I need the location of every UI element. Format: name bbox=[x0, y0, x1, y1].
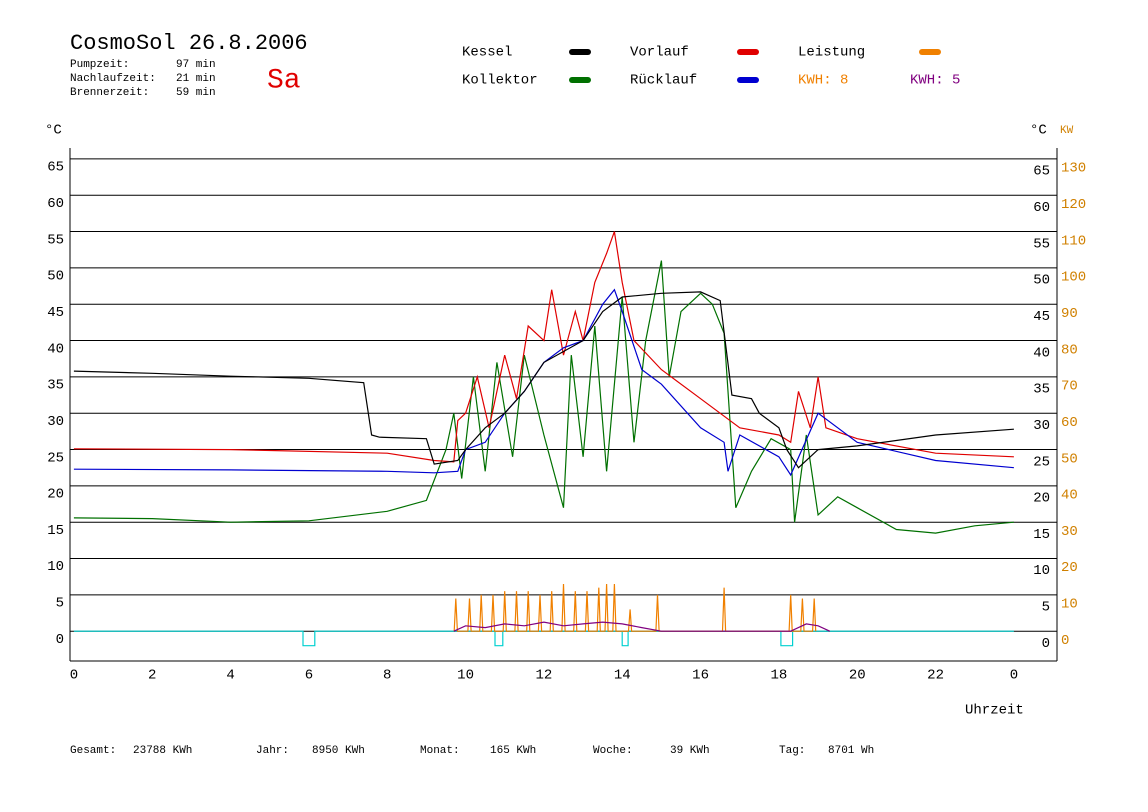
y2-axis-label: °C bbox=[1030, 123, 1047, 139]
y-right-tick-label: 55 bbox=[1033, 236, 1050, 252]
legend-label: Kollektor bbox=[462, 73, 538, 89]
x-tick-label: 10 bbox=[457, 668, 474, 684]
x-axis-label: Uhrzeit bbox=[965, 703, 1024, 719]
y2-unit-label: KW bbox=[1060, 125, 1074, 137]
y2-tick-label: 120 bbox=[1061, 197, 1086, 213]
stat-label: Nachlaufzeit: bbox=[70, 73, 156, 85]
y-tick-label: 10 bbox=[47, 559, 64, 575]
y2-tick-label: 90 bbox=[1061, 306, 1078, 322]
y-tick-label: 55 bbox=[47, 232, 64, 248]
footer-label: Jahr: bbox=[256, 745, 289, 757]
footer-value: 8701 Wh bbox=[828, 745, 874, 757]
y2-tick-label: 80 bbox=[1061, 342, 1078, 358]
stat-value: 59 min bbox=[176, 87, 216, 99]
y2-tick-label: 100 bbox=[1061, 270, 1086, 286]
legend-label: Leistung bbox=[798, 45, 865, 61]
y2-tick-label: 30 bbox=[1061, 524, 1078, 540]
y-right-tick-label: 40 bbox=[1033, 345, 1050, 361]
y2-tick-label: 0 bbox=[1061, 633, 1069, 649]
x-tick-label: 20 bbox=[849, 668, 866, 684]
day-label: Sa bbox=[267, 65, 301, 96]
y2-tick-label: 130 bbox=[1061, 161, 1086, 177]
footer-label: Gesamt: bbox=[70, 745, 116, 757]
y2-tick-label: 70 bbox=[1061, 379, 1078, 395]
footer-value: 39 KWh bbox=[670, 745, 710, 757]
x-tick-label: 0 bbox=[70, 668, 78, 684]
y-tick-label: 25 bbox=[47, 450, 64, 466]
series-line bbox=[73, 231, 1014, 463]
y-tick-label: 15 bbox=[47, 523, 64, 539]
footer-value: 8950 KWh bbox=[312, 745, 365, 757]
y2-tick-label: 60 bbox=[1061, 415, 1078, 431]
series-line bbox=[73, 291, 1014, 469]
x-tick-label: 18 bbox=[771, 668, 788, 684]
y-right-tick-label: 30 bbox=[1033, 418, 1050, 434]
chart-title: CosmoSol 26.8.2006 bbox=[70, 31, 308, 56]
y-tick-label: 0 bbox=[56, 632, 64, 648]
legend-label: Vorlauf bbox=[630, 45, 689, 61]
y-tick-label: 60 bbox=[47, 196, 64, 212]
x-tick-label: 22 bbox=[927, 668, 944, 684]
y-right-tick-label: 10 bbox=[1033, 563, 1050, 579]
y-right-tick-label: 35 bbox=[1033, 382, 1050, 398]
x-tick-label: 12 bbox=[536, 668, 553, 684]
y2-tick-label: 110 bbox=[1061, 233, 1086, 249]
series-line bbox=[453, 583, 817, 632]
y-right-tick-label: 0 bbox=[1042, 636, 1050, 652]
y-right-tick-label: 50 bbox=[1033, 273, 1050, 289]
footer-label: Woche: bbox=[593, 745, 633, 757]
series-line bbox=[453, 621, 831, 632]
series-line bbox=[73, 288, 1014, 477]
y2-tick-label: 20 bbox=[1061, 560, 1078, 576]
kwh-label: KWH: 8 bbox=[798, 73, 848, 89]
x-tick-label: 4 bbox=[226, 668, 234, 684]
y-right-tick-label: 20 bbox=[1033, 491, 1050, 507]
y-tick-label: 35 bbox=[47, 378, 64, 394]
x-tick-label: 6 bbox=[305, 668, 313, 684]
x-tick-label: 14 bbox=[614, 668, 631, 684]
y-right-tick-label: 5 bbox=[1042, 600, 1050, 616]
stat-label: Pumpzeit: bbox=[70, 59, 129, 71]
kwh-label: KWH: 5 bbox=[910, 73, 960, 89]
legend-label: Kessel bbox=[462, 45, 512, 61]
series-line bbox=[73, 630, 1014, 647]
y2-tick-label: 40 bbox=[1061, 488, 1078, 504]
y-axis-label: °C bbox=[45, 123, 62, 139]
x-tick-label: 8 bbox=[383, 668, 391, 684]
y-tick-label: 50 bbox=[47, 269, 64, 285]
y-tick-label: 40 bbox=[47, 341, 64, 357]
y2-tick-label: 10 bbox=[1061, 597, 1078, 613]
footer-label: Monat: bbox=[420, 745, 460, 757]
y-tick-label: 45 bbox=[47, 305, 64, 321]
x-tick-label: 16 bbox=[692, 668, 709, 684]
footer-value: 23788 KWh bbox=[133, 745, 192, 757]
y-right-tick-label: 60 bbox=[1033, 200, 1050, 216]
stat-label: Brennerzeit: bbox=[70, 87, 149, 99]
series-line bbox=[73, 260, 1014, 534]
y2-tick-label: 50 bbox=[1061, 451, 1078, 467]
y-right-tick-label: 65 bbox=[1033, 164, 1050, 180]
y-tick-label: 20 bbox=[47, 487, 64, 503]
y-right-tick-label: 25 bbox=[1033, 454, 1050, 470]
y-right-tick-label: 45 bbox=[1033, 309, 1050, 325]
x-tick-label: 0 bbox=[1010, 668, 1018, 684]
stat-value: 21 min bbox=[176, 73, 216, 85]
footer-value: 165 KWh bbox=[490, 745, 536, 757]
y-tick-label: 65 bbox=[47, 160, 64, 176]
legend-label: Rücklauf bbox=[630, 73, 697, 89]
y-right-tick-label: 15 bbox=[1033, 527, 1050, 543]
footer-label: Tag: bbox=[779, 745, 805, 757]
stat-value: 97 min bbox=[176, 59, 216, 71]
y-tick-label: 5 bbox=[56, 596, 64, 612]
y-tick-label: 30 bbox=[47, 414, 64, 430]
x-tick-label: 2 bbox=[148, 668, 156, 684]
